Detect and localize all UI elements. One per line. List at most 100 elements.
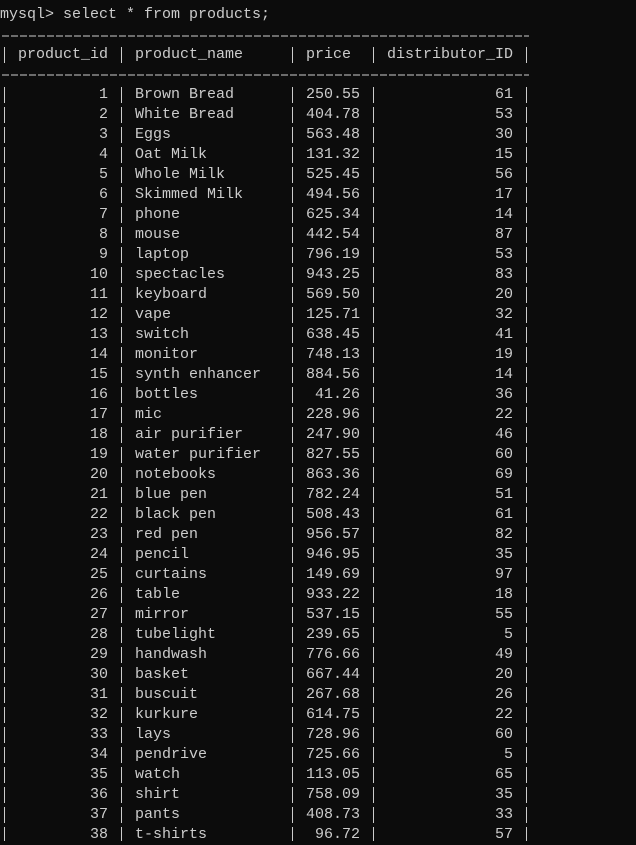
table-cell: shirt xyxy=(135,786,181,803)
table-cell: 408.73 xyxy=(305,806,360,823)
table-cell: 14 xyxy=(89,346,108,363)
table-cell: 30 xyxy=(89,666,108,683)
table-cell: 11 xyxy=(89,286,108,303)
column-header: product_name xyxy=(135,46,244,63)
table-cell: 97 xyxy=(494,566,513,583)
table-cell: blue pen xyxy=(135,486,208,503)
table-cell: 60 xyxy=(494,726,513,743)
table-cell: 36 xyxy=(89,786,108,803)
table-cell: keyboard xyxy=(135,286,208,303)
table-cell: 12 xyxy=(89,306,108,323)
table-cell: 2 xyxy=(98,106,108,123)
table-cell: 25 xyxy=(89,566,108,583)
table-cell: 442.54 xyxy=(305,226,360,243)
table-cell: 16 xyxy=(89,386,108,403)
table-cell: 125.71 xyxy=(305,306,360,323)
table-cell: 18 xyxy=(89,426,108,443)
table-cell: phone xyxy=(135,206,181,223)
table-cell: 61 xyxy=(494,506,513,523)
column-header: distributor_ID xyxy=(387,46,514,63)
table-cell: 614.75 xyxy=(305,706,360,723)
table-cell: 29 xyxy=(89,646,108,663)
table-cell: mic xyxy=(135,406,163,423)
table-cell: 7 xyxy=(98,206,108,223)
table-cell: 22 xyxy=(89,506,108,523)
table-cell: 748.13 xyxy=(305,346,360,363)
table-cell: 537.15 xyxy=(305,606,360,623)
table-cell: 53 xyxy=(494,246,513,263)
table-cell: 49 xyxy=(494,646,513,663)
table-cell: watch xyxy=(135,766,181,783)
table-cell: lays xyxy=(135,726,172,743)
table-cell: 943.25 xyxy=(305,266,360,283)
table-cell: air purifier xyxy=(135,426,244,443)
table-cell: 20 xyxy=(89,466,108,483)
table-cell: 31 xyxy=(89,686,108,703)
table-cell: 22 xyxy=(494,706,513,723)
table-cell: 32 xyxy=(89,706,108,723)
table-cell: 725.66 xyxy=(305,746,360,763)
table-cell: bottles xyxy=(135,386,199,403)
table-cell: 26 xyxy=(494,686,513,703)
table-cell: 267.68 xyxy=(305,686,360,703)
table-cell: 4 xyxy=(98,146,108,163)
table-cell: 65 xyxy=(494,766,513,783)
table-cell: buscuit xyxy=(135,686,199,703)
table-cell: 14 xyxy=(494,366,513,383)
table-cell: kurkure xyxy=(135,706,199,723)
table-cell: 35 xyxy=(494,546,513,563)
table-cell: laptop xyxy=(135,246,190,263)
table-cell: 53 xyxy=(494,106,513,123)
table-cell: Brown Bread xyxy=(135,86,235,103)
table-cell: 113.05 xyxy=(305,766,360,783)
table-cell: 8 xyxy=(98,226,108,243)
column-header: product_id xyxy=(18,46,109,63)
table-cell: 30 xyxy=(494,126,513,143)
table-cell: Eggs xyxy=(135,126,172,143)
table-cell: pants xyxy=(135,806,181,823)
table-cell: 782.24 xyxy=(305,486,360,503)
table-cell: 28 xyxy=(89,626,108,643)
table-cell: 667.44 xyxy=(305,666,360,683)
table-cell: 17 xyxy=(494,186,513,203)
table-cell: 27 xyxy=(89,606,108,623)
table-cell: 36 xyxy=(494,386,513,403)
table-cell: 56 xyxy=(494,166,513,183)
table-cell: 5 xyxy=(503,626,513,643)
table-cell: water purifier xyxy=(135,446,262,463)
table-cell: 41 xyxy=(494,326,513,343)
prompt: mysql> select * from products; xyxy=(0,6,271,23)
table-cell: curtains xyxy=(135,566,208,583)
table-cell: 494.56 xyxy=(305,186,360,203)
table-cell: 14 xyxy=(494,206,513,223)
table-cell: 33 xyxy=(494,806,513,823)
table-cell: 19 xyxy=(494,346,513,363)
table-cell: 5 xyxy=(503,746,513,763)
table-cell: 15 xyxy=(494,146,513,163)
table-cell: 23 xyxy=(89,526,108,543)
table-cell: tubelight xyxy=(135,626,217,643)
table-cell: 46 xyxy=(494,426,513,443)
table-cell: 82 xyxy=(494,526,513,543)
table-cell: Oat Milk xyxy=(135,146,208,163)
table-cell: 638.45 xyxy=(305,326,360,343)
table-cell: 404.78 xyxy=(305,106,360,123)
table-cell: 131.32 xyxy=(305,146,360,163)
table-cell: 24 xyxy=(89,546,108,563)
table-cell: monitor xyxy=(135,346,199,363)
table-cell: red pen xyxy=(135,526,199,543)
table-cell: synth enhancer xyxy=(135,366,262,383)
table-cell: White Bread xyxy=(135,106,235,123)
table-cell: 946.95 xyxy=(305,546,360,563)
table-cell: switch xyxy=(135,326,190,343)
table-cell: Whole Milk xyxy=(135,166,226,183)
table-cell: 22 xyxy=(494,406,513,423)
table-cell: 55 xyxy=(494,606,513,623)
table-cell: 60 xyxy=(494,446,513,463)
table-cell: 776.66 xyxy=(305,646,360,663)
table-cell: 17 xyxy=(89,406,108,423)
table-cell: 6 xyxy=(98,186,108,203)
table-cell: 758.09 xyxy=(305,786,360,803)
